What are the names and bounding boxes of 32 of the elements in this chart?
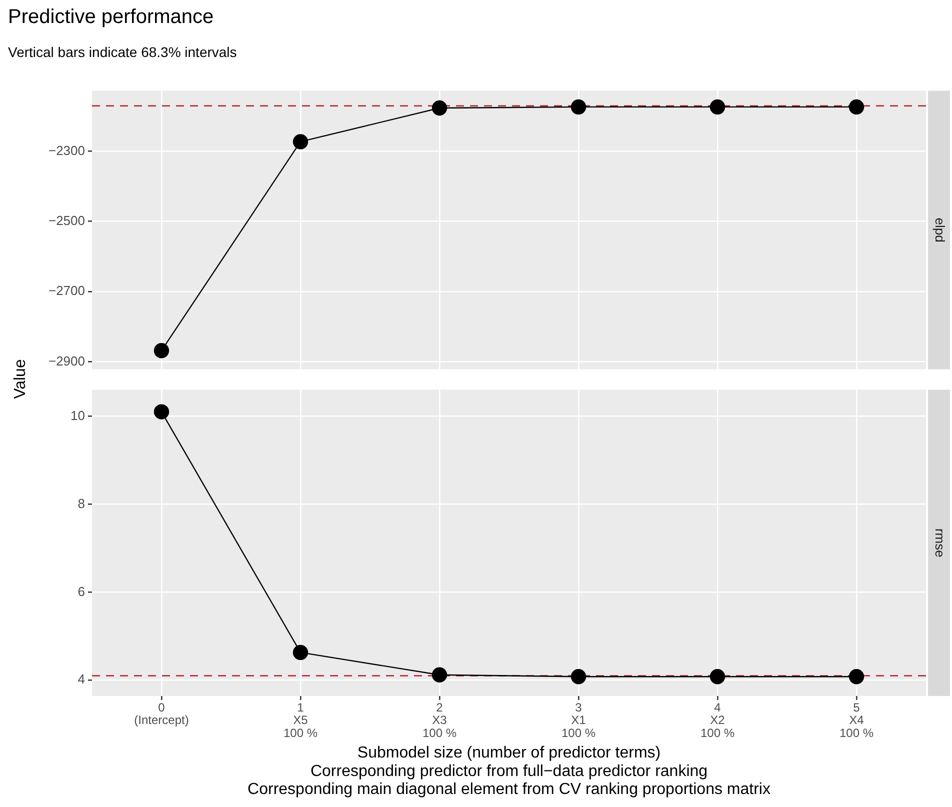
y-tick-label: 4 <box>78 672 85 687</box>
text: rmse <box>932 528 948 558</box>
point <box>848 669 864 684</box>
chart-subtitle: Vertical bars indicate 68.3% intervals <box>8 44 237 60</box>
x-tick-label: 5 X4 100 % <box>839 700 874 740</box>
point <box>710 669 726 684</box>
y-tick-label: 6 <box>78 584 85 599</box>
point <box>154 342 170 358</box>
x-tick-label: 1 X5 100 % <box>283 700 318 740</box>
y-tick-label: −2300 <box>48 142 85 158</box>
text: elpd <box>932 218 948 242</box>
y-tick-label: 10 <box>70 408 85 423</box>
point <box>570 99 586 115</box>
point <box>432 667 448 682</box>
x-axis-title: Submodel size (number of predictor terms) Corresponding predictor from full−data predictor ranking Corresponding main diagonal element from CV ranking proportions matrix <box>248 744 770 798</box>
y-tick-label: −2900 <box>48 353 85 368</box>
x-tick-label: 4 X2 100 % <box>700 700 735 740</box>
point <box>710 99 726 115</box>
y-tick-label: −2500 <box>48 212 85 228</box>
x-tick-label: 3 X1 100 % <box>561 700 596 740</box>
point <box>848 99 864 115</box>
point <box>570 669 586 684</box>
y-tick-label: −2700 <box>48 283 85 298</box>
x-tick-label: 0 (Intercept) <box>134 700 189 728</box>
point <box>292 644 308 660</box>
y-axis-title: Value <box>12 358 30 401</box>
point <box>432 100 448 116</box>
point <box>154 404 170 420</box>
chart-title: Predictive performance <box>8 6 214 29</box>
x-tick-label: 2 X3 100 % <box>422 700 457 740</box>
y-tick-label: 8 <box>78 496 85 511</box>
point <box>292 134 308 150</box>
